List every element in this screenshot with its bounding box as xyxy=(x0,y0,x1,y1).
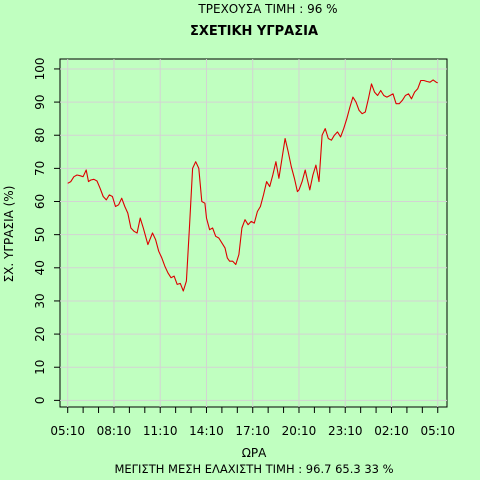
chart-footer: ΜΕΓΙΣΤΗ ΜΕΣΗ ΕΛΑΧΙΣΤΗ ΤΙΜΗ : 96.7 65.3 3… xyxy=(114,462,393,476)
y-tick-label: 50 xyxy=(33,227,47,242)
x-axis-label: ΩΡΑ xyxy=(242,446,267,460)
y-tick-label: 90 xyxy=(33,94,47,109)
series-group xyxy=(67,79,438,292)
y-axis-label: ΣΧ. ΥΓΡΑΣΙΑ (%) xyxy=(2,186,16,283)
humidity-line xyxy=(67,79,438,292)
x-tick-label: 23:10 xyxy=(328,424,363,438)
x-tick-label: 05:10 xyxy=(50,424,85,438)
x-tick-label: 14:10 xyxy=(189,424,224,438)
x-tick-label: 02:10 xyxy=(374,424,409,438)
x-tick-label: 08:10 xyxy=(97,424,132,438)
axes: 0 10 20 30 40 50 60 70 80 90 100 05:10 08:10 11:10 14:… xyxy=(33,57,455,438)
x-tick-label: 20:10 xyxy=(282,424,317,438)
y-tick-label: 100 xyxy=(33,57,47,80)
x-tick-label: 05:10 xyxy=(420,424,455,438)
y-tick-label: 20 xyxy=(33,326,47,341)
y-tick-label: 70 xyxy=(33,161,47,176)
y-tick-label: 0 xyxy=(33,397,47,405)
plot-area xyxy=(59,58,448,408)
x-tick-label: 17:10 xyxy=(235,424,270,438)
y-tick-label: 40 xyxy=(33,260,47,275)
chart-supertitle: ΤΡΕΧΟΥΣΑ ΤΙΜΗ : 96 % xyxy=(197,2,337,16)
y-tick-label: 60 xyxy=(33,194,47,209)
x-tick-label: 11:10 xyxy=(143,424,178,438)
y-tick-label: 30 xyxy=(33,293,47,308)
grid-lines xyxy=(60,59,447,407)
y-tick-label: 80 xyxy=(33,128,47,143)
y-tick-label: 10 xyxy=(33,360,47,375)
chart-title: ΣΧΕΤΙΚΗ ΥΓΡΑΣΙΑ xyxy=(190,24,318,39)
